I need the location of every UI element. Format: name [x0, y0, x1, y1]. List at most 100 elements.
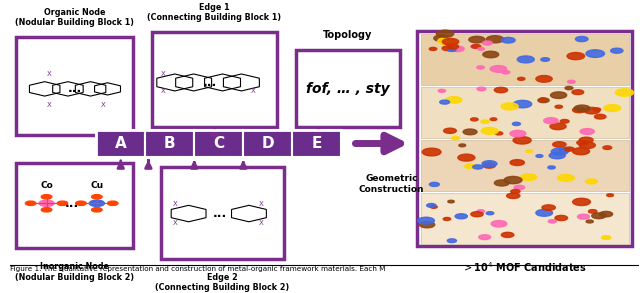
Circle shape [76, 201, 86, 205]
Bar [96, 130, 341, 157]
Circle shape [430, 205, 437, 208]
Circle shape [469, 36, 485, 43]
Circle shape [447, 44, 459, 49]
Circle shape [429, 182, 439, 186]
Circle shape [513, 100, 532, 108]
Circle shape [473, 165, 483, 169]
Circle shape [483, 41, 492, 45]
Circle shape [575, 36, 588, 42]
Circle shape [555, 215, 568, 221]
Circle shape [572, 90, 584, 95]
Circle shape [479, 235, 491, 240]
Text: ...: ... [68, 82, 82, 96]
Circle shape [434, 35, 450, 42]
Circle shape [501, 232, 514, 237]
Circle shape [551, 148, 568, 155]
Text: ...: ... [212, 207, 227, 220]
Circle shape [521, 174, 537, 180]
Circle shape [108, 201, 118, 205]
Circle shape [446, 97, 462, 103]
Circle shape [470, 118, 478, 121]
Circle shape [448, 200, 454, 203]
Circle shape [559, 147, 571, 152]
Circle shape [465, 164, 476, 168]
Circle shape [442, 46, 453, 51]
Circle shape [472, 45, 481, 48]
Circle shape [553, 142, 566, 147]
Circle shape [510, 160, 524, 166]
Circle shape [490, 118, 497, 121]
Circle shape [455, 214, 467, 219]
Text: Cu: Cu [90, 181, 104, 190]
Circle shape [536, 76, 552, 82]
Circle shape [486, 212, 494, 215]
Circle shape [419, 222, 435, 228]
Circle shape [418, 217, 435, 224]
Circle shape [502, 71, 510, 74]
Circle shape [422, 148, 441, 156]
Circle shape [92, 195, 102, 199]
Circle shape [92, 208, 102, 212]
Circle shape [501, 103, 518, 110]
Circle shape [579, 142, 595, 149]
Circle shape [448, 48, 456, 52]
Text: Geometric
Construction: Geometric Construction [358, 174, 424, 194]
Text: Edge 2
(Connecting Building Block 2): Edge 2 (Connecting Building Block 2) [155, 273, 289, 292]
Circle shape [481, 127, 498, 134]
Circle shape [548, 166, 556, 169]
Circle shape [568, 80, 575, 84]
Circle shape [89, 200, 104, 206]
Circle shape [517, 56, 534, 63]
Text: Edge 1
(Connecting Building Block 1): Edge 1 (Connecting Building Block 1) [147, 3, 282, 22]
Circle shape [580, 129, 595, 134]
Circle shape [471, 212, 483, 217]
Circle shape [438, 89, 445, 92]
Bar [420, 140, 629, 191]
Text: Figure 1. The qualitative representation and construction of metal-organic frame: Figure 1. The qualitative representation… [10, 266, 385, 272]
Circle shape [549, 152, 565, 159]
Circle shape [548, 220, 556, 223]
Text: B: B [164, 136, 175, 151]
Circle shape [572, 148, 589, 155]
Circle shape [26, 201, 36, 205]
Circle shape [540, 98, 546, 100]
Circle shape [483, 163, 495, 168]
Circle shape [477, 87, 486, 91]
Text: $>$10$^4$ MOF Candidates: $>$10$^4$ MOF Candidates [463, 260, 588, 274]
Circle shape [588, 209, 597, 213]
Circle shape [536, 155, 543, 157]
Circle shape [513, 137, 531, 144]
Circle shape [536, 209, 552, 216]
FancyBboxPatch shape [152, 32, 277, 127]
Circle shape [459, 144, 466, 147]
Text: Topology: Topology [323, 30, 372, 40]
Circle shape [438, 38, 456, 45]
Circle shape [573, 198, 591, 205]
Circle shape [42, 208, 52, 212]
Circle shape [557, 174, 574, 181]
Bar [96, 130, 145, 157]
Text: X: X [161, 71, 166, 77]
Circle shape [427, 204, 436, 207]
Circle shape [440, 100, 449, 104]
Circle shape [477, 210, 484, 213]
Text: X: X [47, 71, 51, 77]
FancyBboxPatch shape [296, 50, 400, 127]
Circle shape [607, 194, 614, 197]
Circle shape [564, 147, 574, 151]
FancyBboxPatch shape [17, 163, 132, 248]
FancyBboxPatch shape [17, 38, 132, 135]
Text: D: D [262, 136, 274, 151]
Circle shape [42, 195, 52, 199]
Circle shape [481, 120, 490, 123]
Circle shape [538, 98, 549, 103]
Circle shape [593, 108, 600, 111]
Text: C: C [213, 136, 225, 151]
Bar [292, 130, 341, 157]
Circle shape [39, 200, 54, 206]
Circle shape [526, 150, 532, 153]
Text: fof, … , sty: fof, … , sty [306, 82, 390, 96]
Circle shape [511, 190, 520, 193]
Circle shape [442, 38, 459, 45]
Text: Organic Node
(Nodular Building Block 1): Organic Node (Nodular Building Block 1) [15, 8, 134, 27]
